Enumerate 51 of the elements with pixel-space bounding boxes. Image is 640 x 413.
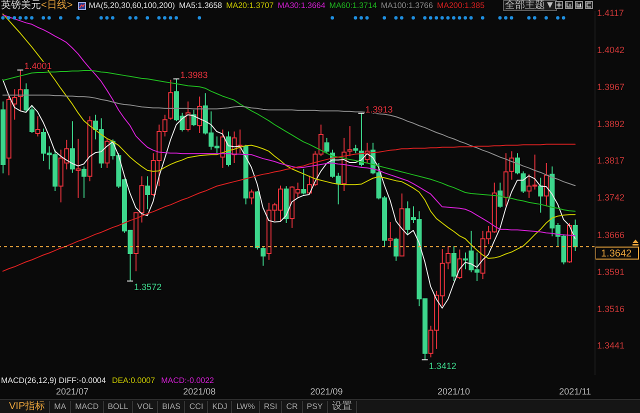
ref-line-label: 1.3642 bbox=[601, 248, 632, 260]
line-series bbox=[2, 70, 576, 212]
text: MA20:1.3707 bbox=[226, 1, 274, 10]
text: MA30:1.3664 bbox=[278, 1, 326, 10]
y-tick-label: 1.3591 bbox=[597, 266, 625, 277]
annotation: 1.3983 bbox=[180, 70, 208, 80]
text: MA bbox=[50, 400, 72, 412]
text: BOLL bbox=[104, 400, 134, 412]
text: MA5:1.3658 bbox=[178, 1, 222, 10]
text: LW% bbox=[232, 400, 260, 412]
y-tick-label: 1.3516 bbox=[597, 304, 625, 314]
text: CR bbox=[282, 400, 303, 412]
candlestick bbox=[145, 176, 150, 210]
y-tick-label: 1.4117 bbox=[597, 8, 624, 18]
candlestick bbox=[0, 101, 6, 174]
text: RSI bbox=[260, 400, 282, 412]
text: MA200:1.385 bbox=[436, 1, 485, 10]
annotation: 1.3412 bbox=[428, 360, 456, 371]
x-tick-label: 2021/11 bbox=[559, 386, 592, 396]
text: MACD:-0.0022 bbox=[161, 376, 214, 386]
text: MACD(26,12,9) DIFF:-0.0004 bbox=[1, 376, 106, 386]
text: VIP指标 bbox=[5, 400, 50, 412]
text: MA60:1.3714 bbox=[329, 1, 377, 10]
x-tick-label: 2021/09 bbox=[310, 386, 343, 396]
text: MA100:1.3766 bbox=[380, 1, 433, 10]
y-tick-label: 1.3742 bbox=[597, 192, 625, 203]
legend-title: MA(5,20,30,60,100,200) bbox=[88, 1, 175, 10]
y-tick-label: 1.3666 bbox=[597, 230, 625, 240]
x-tick-label: 2021/07 bbox=[56, 386, 89, 396]
text: CCI bbox=[185, 400, 208, 412]
text: MACD bbox=[71, 400, 104, 412]
text: 设置 bbox=[328, 400, 357, 412]
y-tick-label: 1.3892 bbox=[597, 118, 625, 129]
candlestick bbox=[197, 96, 202, 134]
annotation: 1.3913 bbox=[365, 104, 393, 114]
y-tick-label: 1.4042 bbox=[597, 45, 625, 56]
text: KDJ bbox=[208, 400, 232, 412]
y-tick-label: 1.3817 bbox=[597, 156, 625, 166]
candlestick bbox=[544, 162, 549, 207]
line-series bbox=[2, 144, 576, 272]
x-tick-label: 2021/10 bbox=[437, 386, 470, 396]
annotation: 1.3572 bbox=[134, 282, 162, 292]
y-tick-label: 1.3967 bbox=[597, 82, 625, 92]
text: BIAS bbox=[158, 400, 186, 412]
text: DEA:0.0007 bbox=[112, 376, 156, 386]
x-tick-label: 2021/08 bbox=[183, 386, 216, 396]
y-tick-label: 1.3441 bbox=[597, 340, 625, 351]
candlestick bbox=[76, 138, 81, 198]
text: PSY bbox=[302, 400, 328, 412]
candlestick bbox=[388, 222, 393, 247]
text: VOL bbox=[133, 400, 158, 412]
